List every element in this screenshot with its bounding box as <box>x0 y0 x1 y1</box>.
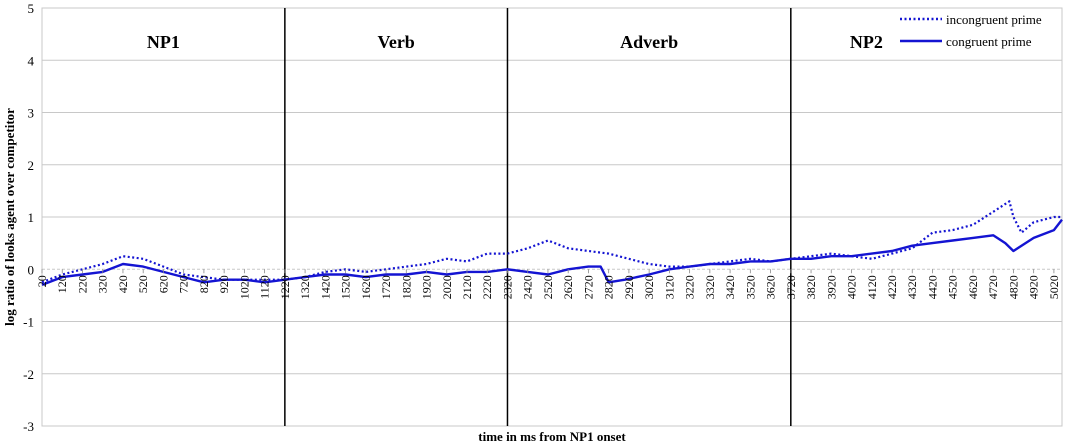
y-tick-5: 5 <box>28 1 35 16</box>
x-tick-2920: 2920 <box>622 275 636 299</box>
legend-label-congruent-prime: congruent prime <box>946 34 1032 49</box>
x-tick-2620: 2620 <box>561 275 575 299</box>
x-tick-720: 720 <box>177 275 191 293</box>
section-label-adverb: Adverb <box>620 32 678 52</box>
x-tick-1820: 1820 <box>399 275 413 299</box>
x-tick-2120: 2120 <box>460 275 474 299</box>
x-tick-1020: 1020 <box>237 275 251 299</box>
x-tick-320: 320 <box>96 275 110 293</box>
x-tick-3620: 3620 <box>764 275 778 299</box>
x-tick-3020: 3020 <box>642 275 656 299</box>
x-tick-4020: 4020 <box>845 275 859 299</box>
plot-border <box>41 7 1063 427</box>
x-tick-2020: 2020 <box>440 275 454 299</box>
y-tick--3: -3 <box>23 419 34 434</box>
x-tick-620: 620 <box>156 275 170 293</box>
section-labels: NP1 Verb Adverb NP2 <box>147 32 883 52</box>
x-tick-420: 420 <box>116 275 130 293</box>
y-tick-1: 1 <box>28 210 35 225</box>
x-tick-220: 220 <box>75 275 89 293</box>
x-tick-3520: 3520 <box>743 275 757 299</box>
x-tick-5020: 5020 <box>1047 275 1061 299</box>
x-tick-4220: 4220 <box>885 275 899 299</box>
legend: incongruent prime congruent prime <box>900 12 1042 49</box>
series-line-incongruent-prime <box>41 200 1062 284</box>
y-tick-labels: -3 -2 -1 0 1 2 3 4 5 <box>23 1 34 434</box>
x-tick-1120: 1120 <box>258 275 272 299</box>
section-label-verb: Verb <box>377 32 414 52</box>
x-tick-1420: 1420 <box>318 275 332 299</box>
x-tick-3420: 3420 <box>723 275 737 299</box>
y-tick-2: 2 <box>28 158 35 173</box>
y-axis-title: log ratio of looks agent over competitor <box>2 108 17 326</box>
x-tick-1220: 1220 <box>278 275 292 299</box>
x-tick-20: 20 <box>35 275 49 287</box>
section-label-np2: NP2 <box>850 32 883 52</box>
section-dividers <box>284 8 792 426</box>
x-tick-4420: 4420 <box>925 275 939 299</box>
x-tick-4520: 4520 <box>946 275 960 299</box>
x-tick-3820: 3820 <box>804 275 818 299</box>
y-tick--2: -2 <box>23 367 34 382</box>
x-tick-3720: 3720 <box>784 275 798 299</box>
x-tick-2720: 2720 <box>581 275 595 299</box>
x-tick-2520: 2520 <box>541 275 555 299</box>
y-tick-4: 4 <box>28 53 35 68</box>
x-tick-2820: 2820 <box>602 275 616 299</box>
x-tick-2420: 2420 <box>521 275 535 299</box>
series-lines <box>41 200 1063 287</box>
x-tick-4620: 4620 <box>966 275 980 299</box>
x-tick-4720: 4720 <box>986 275 1000 299</box>
x-tick-1320: 1320 <box>298 275 312 299</box>
legend-label-incongruent-prime: incongruent prime <box>946 12 1042 27</box>
x-tick-1920: 1920 <box>420 275 434 299</box>
x-tick-3220: 3220 <box>683 275 697 299</box>
y-tick-0: 0 <box>28 262 35 277</box>
x-axis-title: time in ms from NP1 onset <box>478 429 626 444</box>
plot-frame <box>41 7 1063 427</box>
x-tick-920: 920 <box>217 275 231 293</box>
x-tick-3920: 3920 <box>824 275 838 299</box>
x-tick-labels: 20 120 220 320 420 520 620 720 820 920 1020 1120 122… <box>35 269 1061 299</box>
x-tick-820: 820 <box>197 275 211 293</box>
x-tick-1520: 1520 <box>339 275 353 299</box>
x-tick-2320: 2320 <box>500 275 514 299</box>
x-tick-4120: 4120 <box>865 275 879 299</box>
x-tick-4820: 4820 <box>1006 275 1020 299</box>
x-tick-3120: 3120 <box>662 275 676 299</box>
y-tick--1: -1 <box>23 315 34 330</box>
y-tick-3: 3 <box>28 106 35 121</box>
x-tick-1620: 1620 <box>359 275 373 299</box>
x-tick-1720: 1720 <box>379 275 393 299</box>
grid <box>42 7 1062 427</box>
x-tick-120: 120 <box>55 275 69 293</box>
x-tick-520: 520 <box>136 275 150 293</box>
series-line-congruent-prime <box>41 218 1063 287</box>
x-tick-4320: 4320 <box>905 275 919 299</box>
x-tick-4920: 4920 <box>1027 275 1041 299</box>
section-label-np1: NP1 <box>147 32 180 52</box>
x-tick-3320: 3320 <box>703 275 717 299</box>
x-tick-2220: 2220 <box>480 275 494 299</box>
